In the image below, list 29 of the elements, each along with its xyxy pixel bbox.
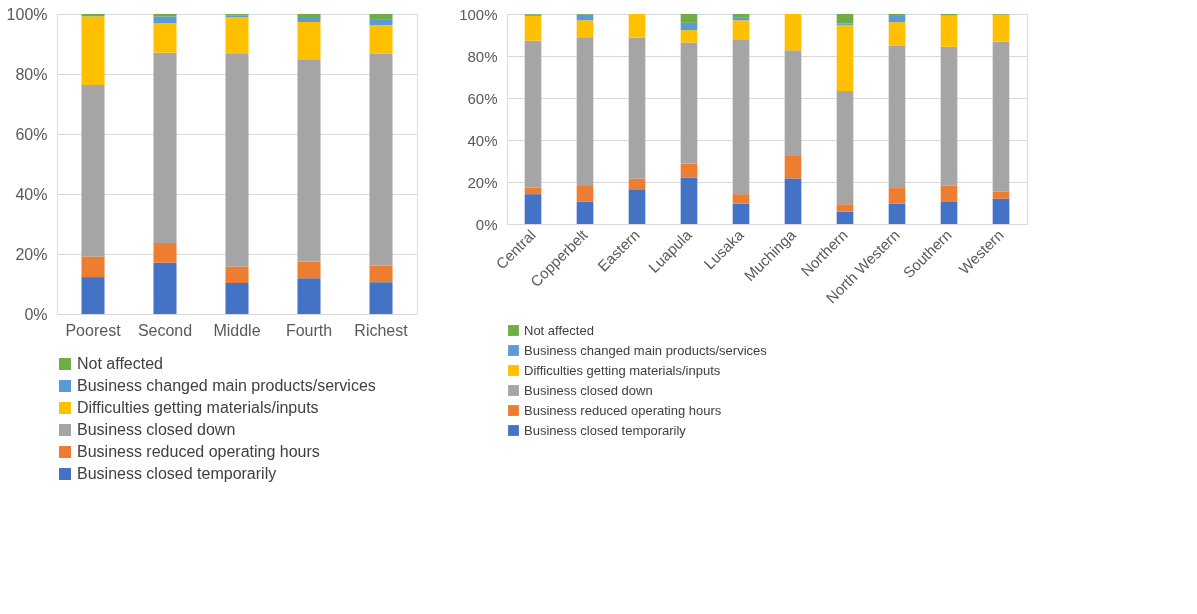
legend-label: Business reduced operating hours <box>524 402 722 418</box>
y-tick-label: 0% <box>475 215 498 233</box>
x-tick-label: Fourth <box>285 321 333 339</box>
x-tick-label: Second <box>137 321 193 339</box>
legend-label: Not affected <box>524 322 594 338</box>
x-tick-label: Richest <box>354 321 409 339</box>
y-tick-label: 80% <box>15 65 48 83</box>
x-tick-label: Poorest <box>65 321 122 339</box>
y-tick-label: 60% <box>467 89 498 107</box>
legend-label: Difficulties getting materials/inputs <box>524 362 721 378</box>
y-tick-label: 100% <box>6 5 48 23</box>
y-tick-label: 40% <box>15 185 48 203</box>
y-tick-label: 40% <box>467 131 498 149</box>
legend-label: Business closed down <box>77 421 236 438</box>
legend-label: Business closed temporarily <box>524 422 687 438</box>
y-tick-label: 80% <box>467 47 498 65</box>
legend-label: Difficulties getting materials/inputs <box>77 399 319 416</box>
y-tick-label: 100% <box>459 5 498 23</box>
y-tick-label: 60% <box>15 125 48 143</box>
y-tick-label: 0% <box>24 305 48 323</box>
y-tick-label: 20% <box>15 245 48 263</box>
y-tick-label: 20% <box>467 173 498 191</box>
legend-label: Business reduced operating hours <box>77 443 320 460</box>
legend-label: Business closed temporarily <box>77 465 277 482</box>
x-tick-label: Middle <box>213 321 261 339</box>
legend-label: Business changed main products/services <box>524 342 768 358</box>
legend-label: Business closed down <box>524 382 653 398</box>
legend-label: Business changed main products/services <box>77 377 376 394</box>
legend-label: Not affected <box>77 355 163 372</box>
